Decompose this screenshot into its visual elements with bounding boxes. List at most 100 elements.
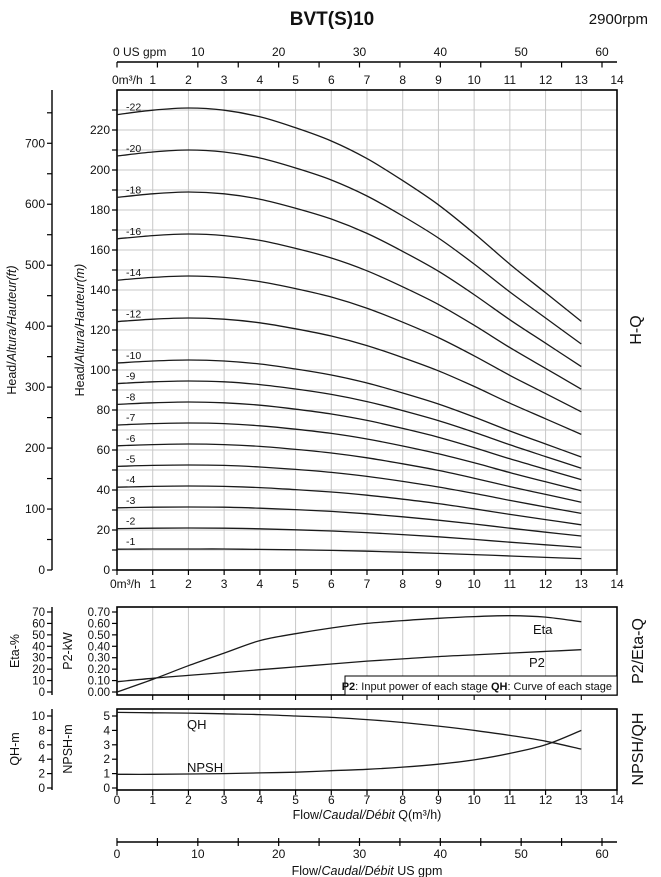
p2-curve-label: P2 <box>529 655 545 670</box>
m-label-160: 160 <box>90 243 110 257</box>
m-label-80: 80 <box>97 403 111 417</box>
top-m3h-label-13: 13 <box>575 73 589 87</box>
hq-curve-stage6 <box>116 443 582 503</box>
top-gpm-label-20: 20 <box>272 45 286 59</box>
eta-label-50: 50 <box>32 630 45 642</box>
npsh-label-5: 5 <box>103 709 110 723</box>
hq-bottom-label-14: 14 <box>610 577 624 591</box>
m-label-0: 0 <box>103 563 110 577</box>
flow-label-4: 4 <box>257 793 264 807</box>
top-m3h-label-4: 4 <box>257 73 264 87</box>
p2-label-0.30: 0.30 <box>88 653 110 665</box>
flow-label-6: 6 <box>328 793 335 807</box>
ft-label-700: 700 <box>25 136 45 150</box>
hq-curve-stage1 <box>116 548 582 560</box>
p2-label-0.20: 0.20 <box>88 664 110 676</box>
p2-label-0.50: 0.50 <box>88 630 110 642</box>
hq-curve-stage4 <box>116 485 582 526</box>
qh-curve <box>116 711 582 750</box>
top-m3h-label-8: 8 <box>399 73 406 87</box>
flow-label-13: 13 <box>575 793 589 807</box>
m-label-180: 180 <box>90 203 110 217</box>
flow-gpm-axis-title: Flow/Caudal/Débit US gpm <box>292 864 443 877</box>
hq-curve-stage5 <box>116 464 582 515</box>
flow-label-14: 14 <box>610 793 624 807</box>
top-m3h-label-12: 12 <box>539 73 553 87</box>
hq-bottom-label-4: 4 <box>257 577 264 591</box>
hq-curve-label-stage5: -5 <box>126 453 135 465</box>
top-m3h-label-7: 7 <box>364 73 371 87</box>
flow-label-11: 11 <box>504 793 517 807</box>
top-gpm-label-50: 50 <box>514 45 528 59</box>
npsh-right-label: NPSH/QH <box>630 713 647 786</box>
head-ft-axis-title: Head/Altura/Hauteur(ft) <box>5 265 19 394</box>
qh-label-4: 4 <box>38 752 45 766</box>
m-label-200: 200 <box>90 163 110 177</box>
hq-curve-label-stage7: -7 <box>126 412 135 424</box>
p2-label-0.10: 0.10 <box>88 676 110 688</box>
flow-label-2: 2 <box>185 793 192 807</box>
p2-axis-title: P2-kW <box>61 632 75 670</box>
hq-curve-label-stage18: -18 <box>126 184 141 196</box>
top-m3h-label-1: 1 <box>149 73 156 87</box>
top-m3h-label-14: 14 <box>610 73 624 87</box>
hq-bottom-label-8: 8 <box>399 577 406 591</box>
hq-curve-stage12 <box>116 317 582 435</box>
npsh-label-1: 1 <box>103 767 110 781</box>
hq-curve-label-stage3: -3 <box>126 495 135 507</box>
m-label-100: 100 <box>90 363 110 377</box>
top-gpm-label-40: 40 <box>434 45 448 59</box>
top-gpm-label-30: 30 <box>353 45 367 59</box>
head-ft-axis: 0 100 200 300 400 500 600 700 Head/Altura/Hauteu… <box>5 90 53 577</box>
top-m3h-label-3: 3 <box>221 73 228 87</box>
p2-label-0.70: 0.70 <box>88 607 110 619</box>
flow-label-8: 8 <box>399 793 406 807</box>
hq-bottom-label-7: 7 <box>364 577 371 591</box>
qh-label-8: 8 <box>38 723 45 737</box>
hq-bottom-label-6: 6 <box>328 577 335 591</box>
m-label-60: 60 <box>97 443 111 457</box>
npsh-label-4: 4 <box>103 723 110 737</box>
p2-curve <box>116 649 582 683</box>
ft-label-400: 400 <box>25 319 45 333</box>
ft-label-0: 0 <box>38 563 45 577</box>
m-label-40: 40 <box>97 483 111 497</box>
p2-label-0.40: 0.40 <box>88 641 110 653</box>
flow-label-1: 1 <box>149 793 156 807</box>
hq-curve-label-stage10: -10 <box>126 350 141 362</box>
eta-label-20: 20 <box>32 664 45 676</box>
hq-curve-label-stage14: -14 <box>126 267 141 279</box>
top-m3h-label-6: 6 <box>328 73 335 87</box>
eta-label-0: 0 <box>39 687 45 699</box>
ft-label-300: 300 <box>25 380 45 394</box>
flow-label-9: 9 <box>435 793 442 807</box>
hq-bottom-label-10: 10 <box>467 577 481 591</box>
qh-label-2: 2 <box>38 767 45 781</box>
hq-bottom-label-13: 13 <box>575 577 589 591</box>
hq-bottom-label-11: 11 <box>504 577 517 591</box>
note-text: P2: Input power of each stage QH: Curve … <box>342 681 612 693</box>
hq-curve-label-stage4: -4 <box>126 474 135 486</box>
note-box <box>344 675 618 696</box>
hq-curve-label-stage2: -2 <box>126 516 135 528</box>
top-m3h-label-11: 11 <box>504 73 517 87</box>
flow-label-10: 10 <box>467 793 481 807</box>
bottom-gpm-label-40: 40 <box>434 847 448 861</box>
hq-bottom-label-5: 5 <box>292 577 299 591</box>
flow-label-3: 3 <box>221 793 228 807</box>
m-label-140: 140 <box>90 283 110 297</box>
hq-curve-stage18 <box>116 191 582 368</box>
top-m3h-label-10: 10 <box>467 73 481 87</box>
bottom-gpm-label-10: 10 <box>191 847 205 861</box>
qh-curve-label: QH <box>187 717 207 732</box>
eta-label-30: 30 <box>32 653 45 665</box>
hq-curve-label-stage9: -9 <box>126 371 135 383</box>
hq-panel: 0m³/h 1 2 3 4 5 6 7 8 9 10 11 12 13 14-1-2-3-4-5-6-7-8… <box>110 89 624 591</box>
eta-curve <box>116 615 582 693</box>
eta-curve-label: Eta <box>533 622 553 637</box>
npsh-axis-title: NPSH-m <box>61 724 75 773</box>
head-m-axis-title: Head/Altura/Hauteur(m) <box>73 264 87 397</box>
npsh-label-3: 3 <box>103 738 110 752</box>
